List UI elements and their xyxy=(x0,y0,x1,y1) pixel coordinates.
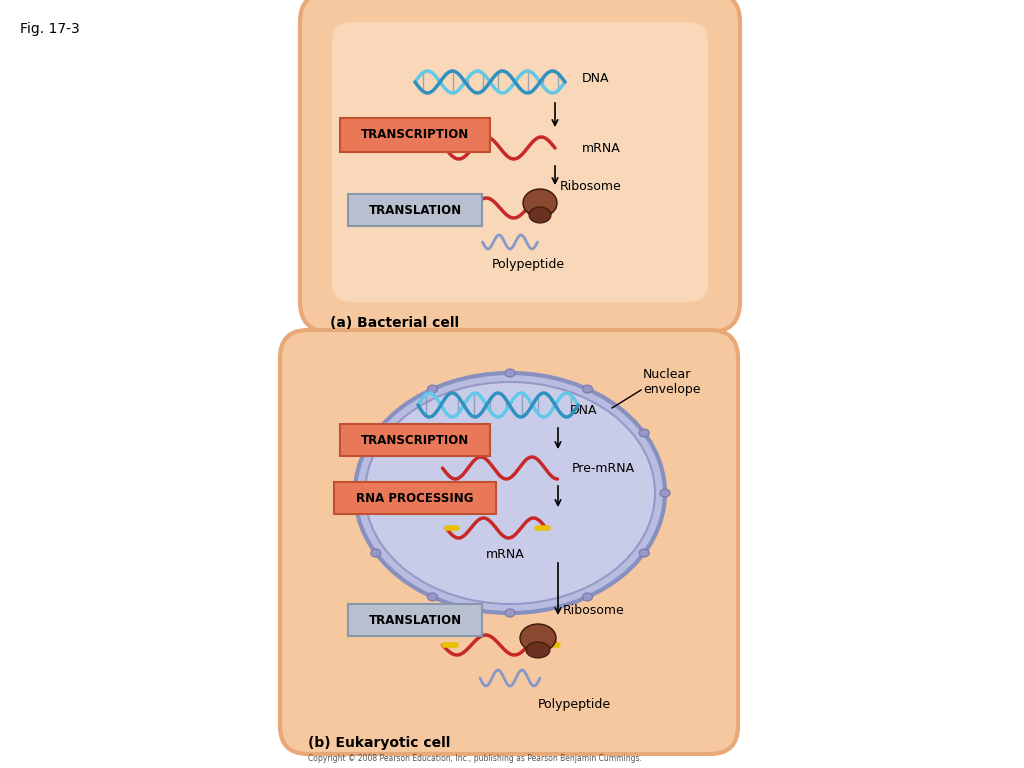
Text: TRANSCRIPTION: TRANSCRIPTION xyxy=(360,128,469,141)
Ellipse shape xyxy=(660,489,670,497)
FancyBboxPatch shape xyxy=(280,330,738,754)
Text: mRNA: mRNA xyxy=(485,548,524,561)
Ellipse shape xyxy=(427,593,437,601)
Text: (a) Bacterial cell: (a) Bacterial cell xyxy=(330,316,459,330)
FancyBboxPatch shape xyxy=(348,604,482,636)
Ellipse shape xyxy=(523,189,557,217)
Ellipse shape xyxy=(365,382,655,604)
Ellipse shape xyxy=(520,624,556,652)
FancyBboxPatch shape xyxy=(340,118,490,152)
Ellipse shape xyxy=(526,642,550,658)
Text: DNA: DNA xyxy=(570,403,597,416)
Ellipse shape xyxy=(355,373,665,613)
Text: Polypeptide: Polypeptide xyxy=(538,698,611,711)
Ellipse shape xyxy=(350,489,360,497)
Text: Polypeptide: Polypeptide xyxy=(492,258,564,271)
Text: RNA PROCESSING: RNA PROCESSING xyxy=(356,492,474,505)
Ellipse shape xyxy=(583,385,593,393)
Text: TRANSLATION: TRANSLATION xyxy=(369,614,462,627)
Text: Copyright © 2008 Pearson Education, Inc., publishing as Pearson Benjamin Cumming: Copyright © 2008 Pearson Education, Inc.… xyxy=(308,754,642,763)
Ellipse shape xyxy=(505,369,515,377)
Ellipse shape xyxy=(371,549,381,557)
Text: (b) Eukaryotic cell: (b) Eukaryotic cell xyxy=(308,736,451,750)
Text: Fig. 17-3: Fig. 17-3 xyxy=(20,22,80,36)
Text: Ribosome: Ribosome xyxy=(563,604,625,617)
Ellipse shape xyxy=(505,609,515,617)
FancyBboxPatch shape xyxy=(348,194,482,226)
Ellipse shape xyxy=(639,549,649,557)
FancyBboxPatch shape xyxy=(334,482,496,514)
Ellipse shape xyxy=(529,207,551,223)
Text: Nuclear
envelope: Nuclear envelope xyxy=(643,368,700,396)
FancyBboxPatch shape xyxy=(340,424,490,456)
FancyBboxPatch shape xyxy=(300,0,740,332)
Text: TRANSCRIPTION: TRANSCRIPTION xyxy=(360,433,469,446)
Text: TRANSLATION: TRANSLATION xyxy=(369,204,462,217)
FancyBboxPatch shape xyxy=(332,22,708,302)
Text: DNA: DNA xyxy=(582,71,609,84)
Text: Pre-mRNA: Pre-mRNA xyxy=(572,462,635,475)
Text: Ribosome: Ribosome xyxy=(560,180,622,194)
Ellipse shape xyxy=(371,429,381,437)
Text: mRNA: mRNA xyxy=(582,141,621,154)
Ellipse shape xyxy=(427,385,437,393)
Ellipse shape xyxy=(639,429,649,437)
Ellipse shape xyxy=(583,593,593,601)
